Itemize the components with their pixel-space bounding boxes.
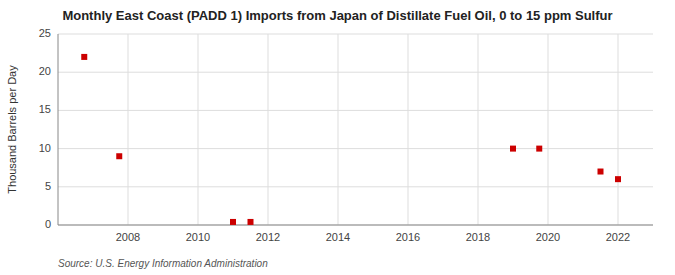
point: [536, 146, 542, 152]
x-grid-line: [548, 34, 549, 225]
x-grid-line: [128, 34, 129, 225]
x-tick-label: 2018: [466, 231, 490, 243]
point: [81, 54, 87, 60]
x-axis-line: [58, 225, 653, 226]
y-tick-label: 20: [39, 65, 51, 77]
x-tick-label: 2014: [326, 231, 350, 243]
x-grid-line: [618, 34, 619, 225]
point: [230, 219, 236, 225]
points: [81, 54, 621, 225]
x-grid-line: [198, 34, 199, 225]
y-grid-line: [58, 225, 653, 226]
point: [248, 219, 254, 225]
y-tick-label: 5: [45, 180, 51, 192]
x-grid-line: [408, 34, 409, 225]
y-grid-line: [58, 186, 653, 187]
x-grid-line: [478, 34, 479, 225]
point: [615, 176, 621, 182]
y-tick-label: 25: [39, 27, 51, 39]
source-note: Source: U.S. Energy Information Administ…: [58, 258, 268, 269]
y-grid-line: [58, 72, 653, 73]
x-tick-label: 2012: [256, 231, 280, 243]
point: [510, 146, 516, 152]
y-grid-line: [58, 148, 653, 149]
x-grid-line: [338, 34, 339, 225]
x-tick-label: 2020: [536, 231, 560, 243]
chart: 0 5 10 15 20 25 2008 2010 2012 2014 2016 2018 2020 20…: [0, 0, 675, 275]
x-grid-line: [268, 34, 269, 225]
x-tick-label: 2010: [186, 231, 210, 243]
x-tick-label: 2022: [606, 231, 630, 243]
point: [116, 153, 122, 159]
y-tick-label: 0: [45, 218, 51, 230]
y-tick-label: 10: [39, 142, 51, 154]
point: [598, 169, 604, 175]
y-grid-line: [58, 34, 653, 35]
y-axis-line: [58, 34, 59, 225]
x-tick-label: 2016: [396, 231, 420, 243]
y-axis-label: Thousand Barrels per Day: [6, 65, 18, 194]
y-grid-line: [58, 110, 653, 111]
y-tick-label: 15: [39, 103, 51, 115]
title: Monthly East Coast (PADD 1) Imports from…: [62, 8, 612, 23]
x-tick-label: 2008: [116, 231, 140, 243]
grid: [58, 34, 653, 225]
